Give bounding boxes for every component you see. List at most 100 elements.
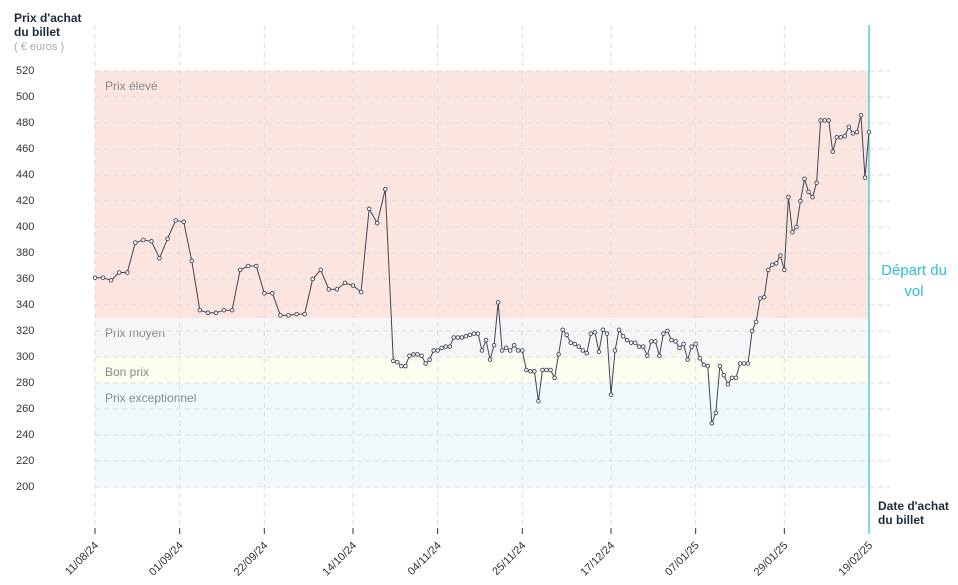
price-point	[866, 129, 872, 135]
x-tick-label: 14/10/24	[320, 540, 359, 579]
price-point	[475, 331, 481, 336]
price-point	[435, 348, 440, 353]
y-tick-label: 420	[16, 195, 34, 207]
price-point	[395, 359, 400, 365]
y-tick-label: 480	[16, 117, 34, 129]
price-point	[181, 219, 186, 225]
price-point	[761, 294, 767, 300]
x-tick-label: 17/12/24	[578, 540, 617, 579]
price-point	[850, 131, 856, 136]
price-point	[854, 129, 860, 135]
price-point	[665, 328, 670, 334]
price-point	[725, 382, 731, 387]
y-tick-label: 300	[16, 351, 34, 363]
price-point	[262, 291, 267, 296]
price-point	[512, 343, 517, 348]
price-point	[705, 363, 711, 369]
price-point	[286, 313, 291, 318]
y-tick-label: 380	[16, 247, 34, 259]
price-point	[689, 344, 694, 349]
price-point	[124, 270, 130, 275]
price-zone	[95, 71, 869, 318]
price-point	[757, 296, 763, 301]
price-point	[745, 361, 751, 366]
price-point	[439, 345, 444, 351]
y-tick-label: 520	[16, 65, 34, 77]
price-point	[221, 307, 227, 313]
zone-label: Prix exceptionnel	[105, 391, 196, 405]
price-point	[838, 135, 844, 140]
price-point	[342, 280, 348, 286]
y-tick-label: 340	[16, 299, 34, 311]
x-tick-label: 07/01/25	[663, 540, 702, 579]
price-point	[721, 372, 727, 378]
price-point	[499, 348, 505, 353]
price-point	[205, 310, 211, 316]
x-tick-label: 01/09/24	[147, 540, 186, 579]
price-point	[366, 206, 372, 212]
price-point	[165, 236, 170, 241]
price-point	[641, 344, 646, 349]
y-axis-label: Prix d'achat du billet	[14, 11, 82, 39]
price-point	[532, 369, 537, 374]
price-point	[737, 361, 743, 366]
price-point	[604, 331, 610, 336]
price-point	[503, 345, 509, 351]
price-point	[826, 118, 831, 123]
price-point	[624, 337, 630, 343]
price-point	[548, 367, 553, 373]
price-point	[709, 421, 715, 426]
price-point	[455, 335, 461, 340]
price-point	[423, 361, 428, 366]
price-point	[753, 319, 759, 325]
price-point	[584, 350, 590, 356]
zone-label: Prix élevé	[105, 79, 158, 93]
price-point	[487, 357, 493, 362]
zone-label: Bon prix	[105, 365, 149, 379]
price-point	[858, 112, 864, 118]
price-point	[391, 358, 396, 364]
price-point	[770, 262, 775, 267]
x-tick-label: 19/02/25	[836, 540, 875, 579]
price-point	[383, 187, 388, 192]
price-point	[798, 198, 803, 204]
y-tick-label: 500	[16, 91, 34, 103]
price-point	[628, 340, 634, 345]
x-tick-label: 25/11/24	[490, 540, 528, 578]
price-point	[717, 363, 723, 369]
price-point	[197, 307, 203, 313]
price-point	[669, 337, 674, 343]
price-point	[495, 300, 501, 305]
x-tick-label: 11/08/24	[63, 540, 101, 578]
price-point	[334, 287, 340, 292]
price-point	[653, 339, 658, 344]
price-point	[794, 224, 799, 230]
price-point	[749, 328, 755, 334]
price-point	[245, 263, 251, 269]
y-tick-label: 400	[16, 221, 34, 233]
price-point	[556, 352, 561, 357]
price-point	[588, 331, 594, 336]
price-point	[786, 194, 791, 200]
price-point	[673, 339, 678, 344]
price-point	[411, 352, 416, 357]
price-point	[778, 253, 783, 258]
price-point	[189, 258, 194, 264]
price-point	[822, 118, 827, 123]
y-tick-label: 360	[16, 273, 34, 285]
marker-label: Départ du vol	[881, 262, 947, 300]
y-tick-label: 280	[16, 377, 34, 389]
price-point	[350, 283, 356, 288]
price-point	[765, 267, 771, 273]
price-point	[600, 327, 606, 332]
price-point	[697, 356, 702, 361]
price-point	[491, 343, 497, 348]
price-point	[483, 337, 489, 343]
price-point	[620, 333, 626, 339]
price-point	[645, 353, 650, 358]
price-point	[536, 398, 541, 404]
price-point	[294, 311, 299, 317]
price-point	[596, 349, 602, 355]
price-point	[157, 255, 162, 261]
